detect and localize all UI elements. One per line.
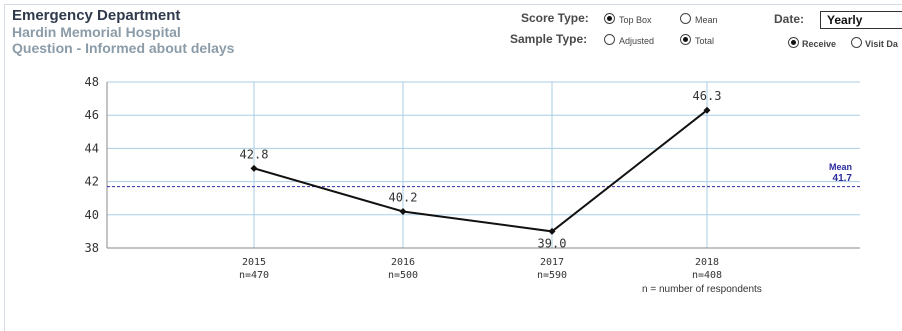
data-label: 39.0 [538, 236, 567, 250]
x-tick-label: 2015 [242, 257, 266, 268]
data-label: 42.8 [240, 147, 269, 161]
data-label: 40.2 [389, 190, 418, 204]
data-point [703, 106, 711, 114]
page-title: Emergency Department [12, 7, 181, 24]
date-receive-radio[interactable] [788, 37, 799, 48]
respondent-count-label: n=500 [388, 270, 418, 281]
y-tick-label: 40 [85, 208, 99, 222]
x-tick-label: 2018 [695, 257, 719, 268]
y-tick-label: 42 [85, 175, 99, 189]
respondent-count-label: n=408 [692, 270, 722, 281]
date-period-select[interactable]: Yearly [820, 11, 902, 29]
y-tick-label: 44 [85, 141, 99, 155]
score-type-label: Score Type: [521, 11, 589, 25]
score-type-mean-radio[interactable] [680, 13, 691, 24]
sample-type-adjusted-label: Adjusted [619, 36, 655, 46]
sample-type-total-label: Total [695, 36, 715, 46]
score-type-top-box-label: Top Box [619, 15, 652, 25]
y-tick-label: 46 [85, 108, 99, 122]
series-line [253, 109, 708, 233]
report-frame [4, 4, 902, 331]
date-visit-radio[interactable] [851, 37, 862, 48]
respondents-footnote: n = number of respondents [642, 284, 762, 295]
sample-type-label: Sample Type: [510, 32, 588, 46]
data-point [399, 207, 407, 215]
data-point [548, 227, 556, 235]
respondent-count-label: n=590 [537, 270, 567, 281]
date-visit-label: Visit Da [865, 39, 898, 49]
mean-label: Mean [829, 162, 852, 172]
sample-type-adjusted-radio[interactable] [604, 34, 615, 45]
hospital-name: Hardin Memorial Hospital [12, 24, 181, 40]
mean-value-label: 41.7 [833, 173, 853, 184]
respondent-count-label: n=470 [239, 270, 269, 281]
y-tick-label: 38 [85, 241, 99, 255]
y-tick-label: 48 [85, 75, 99, 89]
score-type-top-box-radio[interactable] [604, 13, 615, 24]
date-label: Date: [774, 12, 805, 26]
score-type-mean-label: Mean [695, 15, 718, 25]
data-point [250, 164, 258, 172]
sample-type-total-radio[interactable] [680, 34, 691, 45]
data-label: 46.3 [693, 89, 722, 103]
date-receive-label: Receive [802, 39, 837, 49]
x-tick-label: 2016 [391, 257, 415, 268]
question-title: Question - Informed about delays [12, 40, 235, 56]
x-tick-label: 2017 [540, 257, 564, 268]
